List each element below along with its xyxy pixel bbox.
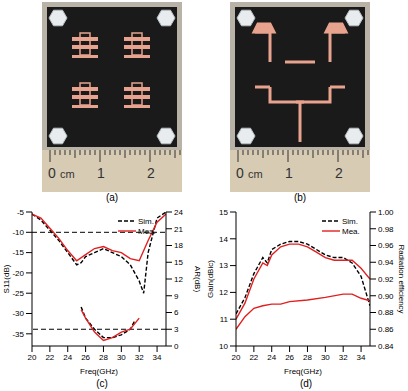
- svg-text:0: 0: [48, 165, 56, 181]
- svg-text:3: 3: [174, 325, 179, 334]
- html-text:(a): (a): [105, 192, 119, 203]
- svg-text:26: 26: [285, 353, 294, 362]
- svg-text:-20: -20: [12, 269, 24, 278]
- html-text:Sim.: Sim.: [138, 216, 154, 226]
- html-text:(c): (c): [96, 378, 108, 389]
- svg-text:0.92: 0.92: [378, 275, 394, 284]
- svg-text:32: 32: [135, 353, 144, 362]
- svg-text:18: 18: [174, 241, 183, 250]
- svg-text:0: 0: [174, 342, 179, 351]
- html-text:Mea.: Mea.: [342, 226, 360, 236]
- svg-text:6: 6: [174, 308, 179, 317]
- svg-text:-30: -30: [12, 309, 24, 318]
- svg-text:0.86: 0.86: [378, 325, 394, 334]
- html-text:(d): (d): [299, 378, 313, 389]
- svg-text:22: 22: [45, 353, 54, 362]
- svg-text:0.98: 0.98: [378, 225, 394, 234]
- svg-text:10: 10: [219, 342, 228, 351]
- html-text:Sim.: Sim.: [342, 216, 358, 226]
- svg-text:28: 28: [303, 353, 312, 362]
- svg-text:9: 9: [174, 292, 179, 301]
- svg-text:30: 30: [117, 353, 126, 362]
- svg-text:26: 26: [81, 353, 90, 362]
- svg-text:21: 21: [174, 225, 183, 234]
- svg-text:1.00: 1.00: [378, 208, 394, 217]
- svg-text:0.94: 0.94: [378, 258, 394, 267]
- svg-text:Radiation efficiency: Radiation efficiency: [397, 244, 406, 313]
- svg-text:15: 15: [174, 258, 183, 267]
- svg-text:11: 11: [220, 315, 229, 324]
- svg-text:13: 13: [219, 261, 228, 270]
- svg-text:30: 30: [321, 353, 330, 362]
- svg-text:2: 2: [147, 165, 155, 181]
- svg-text:15: 15: [219, 208, 228, 217]
- svg-text:-35: -35: [12, 330, 24, 339]
- svg-text:20: 20: [28, 353, 37, 362]
- svg-text:0.96: 0.96: [378, 241, 394, 250]
- svg-text:0.90: 0.90: [378, 292, 394, 301]
- svg-text:24: 24: [267, 353, 276, 362]
- svg-text:AR(dB): AR(dB): [193, 266, 202, 293]
- svg-text:24: 24: [174, 208, 183, 217]
- svg-text:22: 22: [249, 353, 258, 362]
- html-text:Mea.: Mea.: [138, 226, 156, 236]
- svg-text:2: 2: [335, 165, 343, 181]
- svg-text:0: 0: [236, 165, 244, 181]
- svg-text:1: 1: [97, 165, 105, 181]
- html-text:(b): (b): [293, 192, 307, 203]
- svg-text:20: 20: [232, 353, 241, 362]
- svg-text:-5: -5: [17, 208, 25, 217]
- svg-text:34: 34: [153, 353, 162, 362]
- svg-text:cm: cm: [60, 168, 75, 180]
- svg-text:-25: -25: [12, 289, 24, 298]
- svg-text:14: 14: [219, 235, 228, 244]
- svg-text:Freq(GHz): Freq(GHz): [284, 367, 322, 376]
- svg-text:28: 28: [99, 353, 108, 362]
- svg-text:Gain(dBic): Gain(dBic): [206, 260, 215, 298]
- svg-text:12: 12: [219, 288, 228, 297]
- svg-text:0.84: 0.84: [378, 342, 394, 351]
- svg-text:cm: cm: [248, 168, 263, 180]
- svg-text:24: 24: [63, 353, 72, 362]
- svg-text:0.88: 0.88: [378, 308, 394, 317]
- svg-text:-10: -10: [12, 228, 24, 237]
- svg-text:34: 34: [357, 353, 366, 362]
- svg-text:Freq(GHz): Freq(GHz): [80, 367, 118, 376]
- svg-text:S11(dB): S11(dB): [2, 264, 11, 293]
- svg-text:32: 32: [339, 353, 348, 362]
- svg-text:1: 1: [285, 165, 293, 181]
- svg-text:12: 12: [174, 275, 183, 284]
- svg-text:-15: -15: [12, 248, 24, 257]
